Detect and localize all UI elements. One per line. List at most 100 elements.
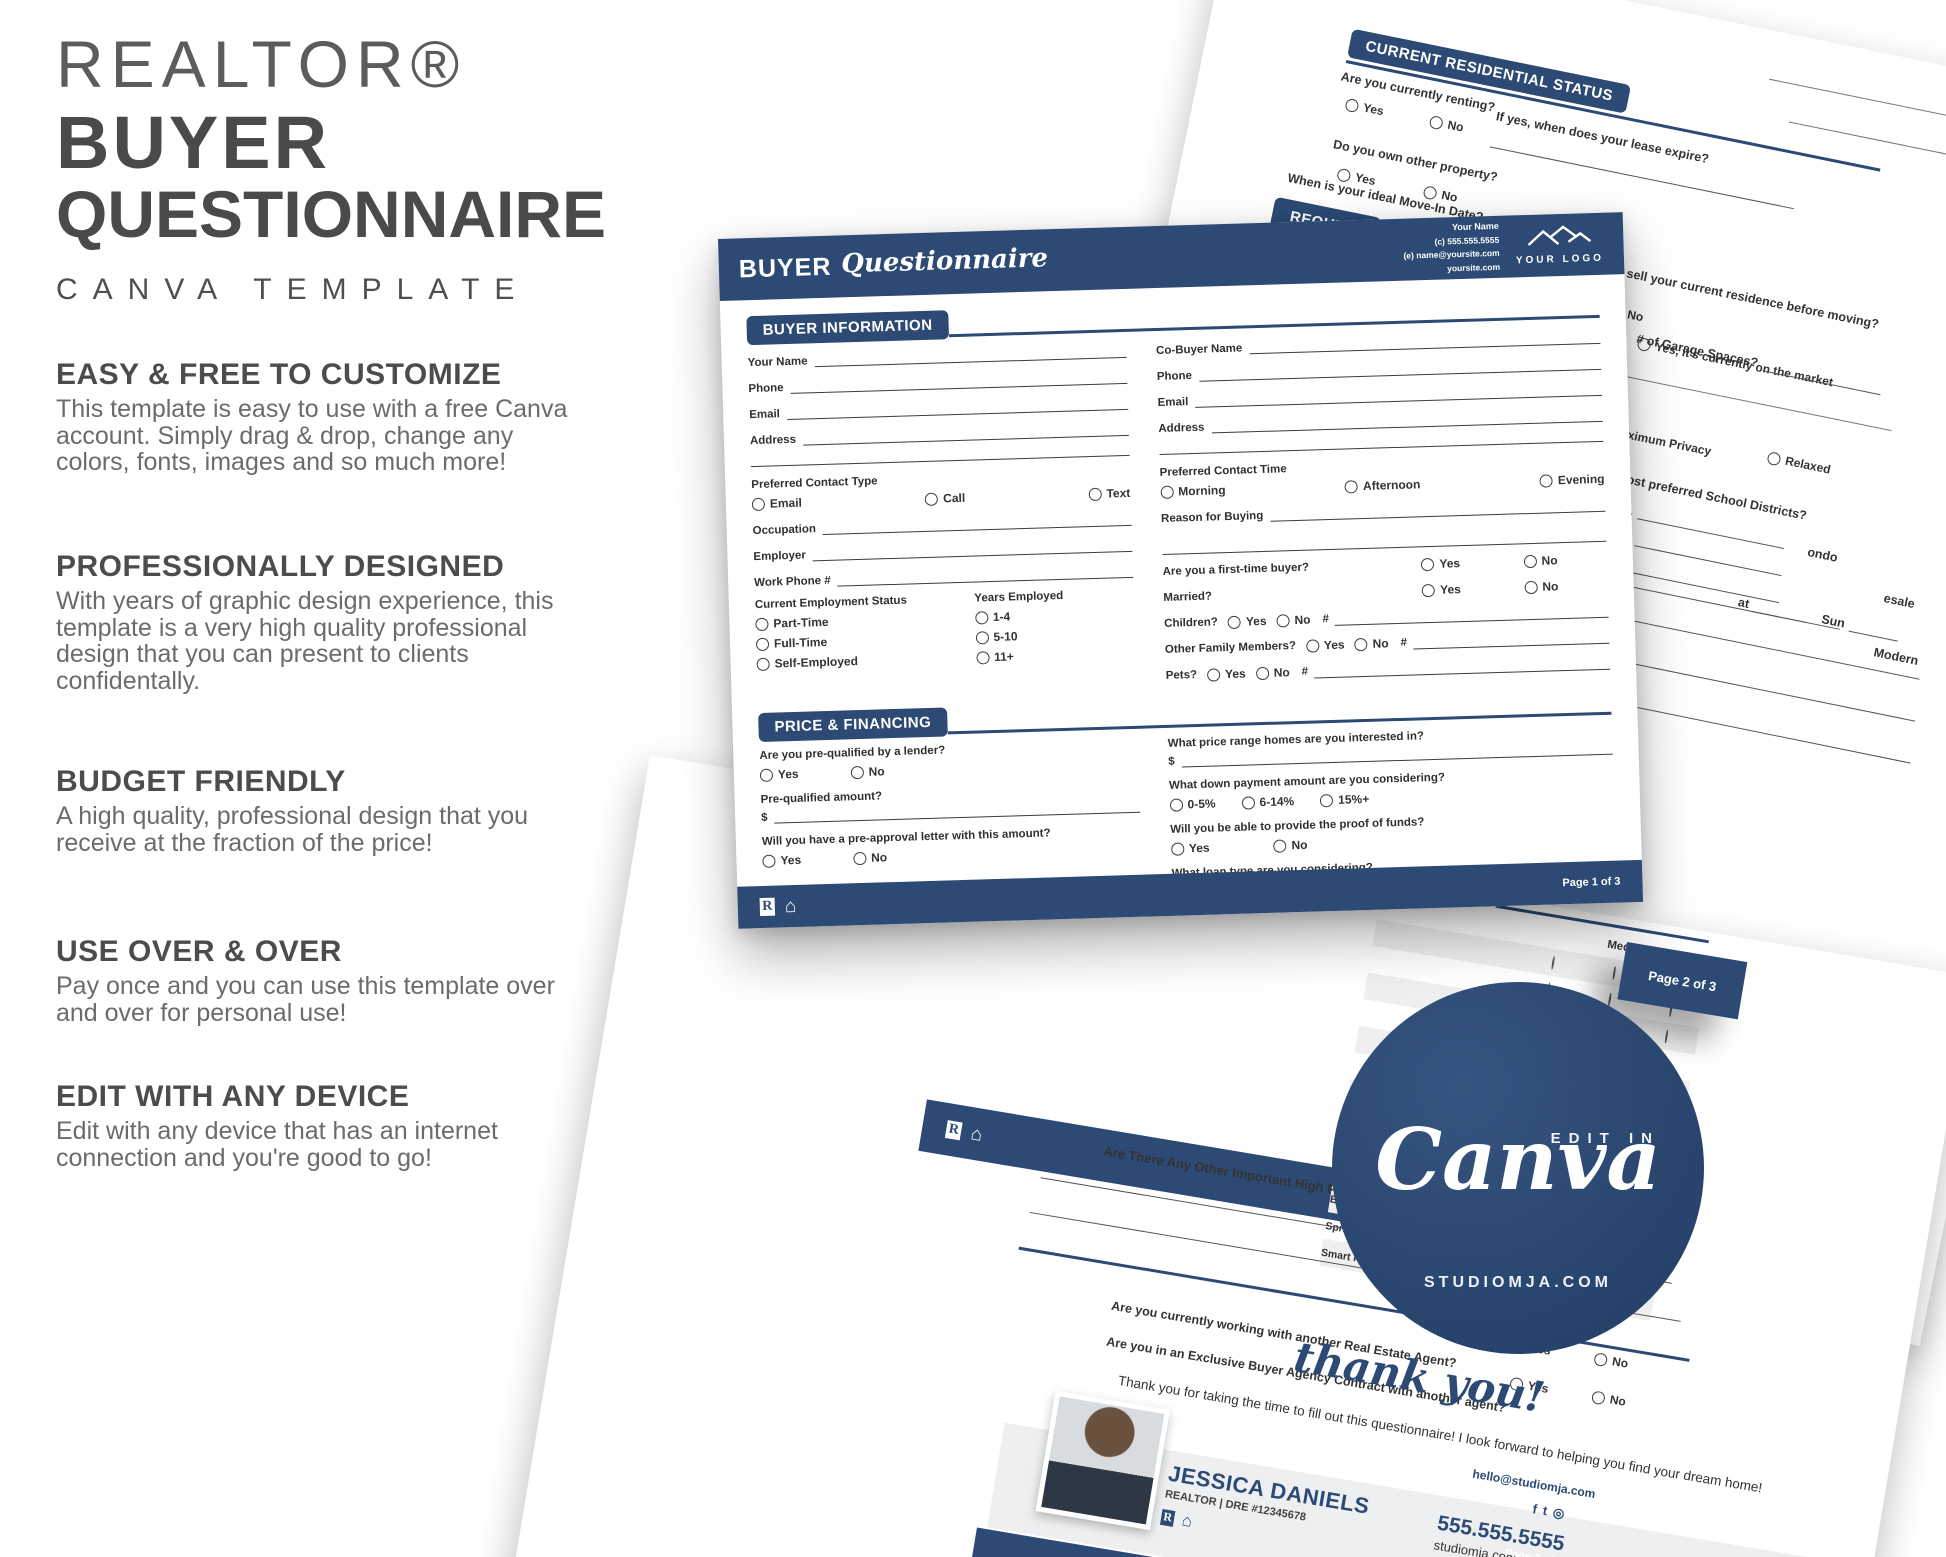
radio-relaxed: Relaxed (1766, 450, 1832, 477)
section-body: With years of graphic design experience,… (56, 587, 554, 695)
employment-label: Current Employment Status (754, 594, 908, 612)
field-row: Reason for Buying (1161, 497, 1606, 525)
years-employed-group: Years Employed 1-4 5-10 11+ (974, 588, 1135, 665)
radio-icon (1607, 992, 1612, 1007)
radio-no: No (1591, 1389, 1627, 1409)
field-label: Address (749, 433, 797, 448)
hash-label: # (1400, 636, 1408, 649)
radio-label: No (1626, 307, 1645, 325)
family-question-row: Are you a first-time buyer? Yes No (1162, 550, 1607, 581)
left-marketing-panel: REALTOR® BUYER QUESTIONNAIRE CANVA TEMPL… (56, 26, 736, 1171)
radio-icon (925, 492, 939, 506)
header-title: BUYER (738, 252, 832, 283)
radio-icon (1428, 114, 1445, 130)
field-line (1313, 656, 1611, 679)
hash-label: # (1322, 613, 1330, 626)
radio-icon (1276, 613, 1290, 628)
section-body: Edit with any device that has an interne… (56, 1117, 498, 1172)
page-body: BUYER INFORMATION Your Name Phone Email Add… (720, 274, 1642, 897)
radio-yes: Yes (1206, 667, 1246, 682)
hash-label: # (1301, 665, 1309, 678)
radio-label: 11+ (993, 649, 1014, 664)
field-line (1412, 630, 1610, 650)
field-line (1198, 355, 1602, 382)
realtor-logo-icon: R (1160, 1508, 1176, 1527)
section-heading: USE OVER & OVER (56, 935, 342, 968)
field-label: Work Phone # (754, 574, 831, 590)
radio-icon (755, 637, 770, 651)
radio-icon (1273, 838, 1287, 853)
radio-no: No (1524, 579, 1559, 594)
title-realtor: REALTOR® (56, 27, 467, 101)
page-number: Page 2 of 3 (1647, 967, 1718, 994)
radio-icon (1612, 965, 1617, 980)
page-number: Page 1 of 3 (1562, 875, 1621, 890)
radio-icon (975, 650, 990, 665)
radio-label: Yes (1245, 613, 1267, 629)
radio-label: Yes (777, 766, 799, 782)
radio-option: Full-Time (755, 631, 976, 652)
radio-label: Yes (1188, 840, 1210, 856)
title-questionnaire: QUESTIONNAIRE (56, 177, 607, 251)
section-heading: EASY & FREE TO CUSTOMIZE (56, 358, 502, 391)
radio-no: No (1523, 553, 1558, 568)
field-line (812, 537, 1133, 562)
radio-label: No (870, 850, 888, 865)
radio-icon (1593, 1351, 1609, 1367)
radio-no: No (1255, 665, 1290, 680)
radio-label: 1-4 (992, 609, 1011, 625)
radio-option: Afternoon (1344, 477, 1421, 494)
section-heading: EDIT WITH ANY DEVICE (56, 1080, 410, 1113)
radio-label: No (1608, 1392, 1627, 1409)
radio-icon (762, 854, 776, 868)
equal-housing-icon: ⌂ (1180, 1510, 1194, 1531)
radio-option: Call (925, 491, 965, 506)
cut-label-sun: Sun (1820, 612, 1847, 631)
cut-label-at: at (1736, 595, 1751, 612)
radio-label: Yes (780, 852, 802, 868)
radio-icon (1551, 955, 1556, 970)
radio-yes: Yes (1421, 556, 1460, 571)
co-buyer-fields: Co-Buyer Name Phone Email Address (1156, 329, 1603, 435)
radio-label: Afternoon (1362, 477, 1421, 493)
employment-status-group: Current Employment Status Part-Time Full-… (755, 593, 977, 671)
radio-icon (1344, 479, 1359, 494)
field-row: Occupation (752, 511, 1132, 537)
radio-option: Self-Employed (756, 651, 976, 672)
radio-no: No (1273, 837, 1308, 853)
section-heading: PROFESSIONALLY DESIGNED (56, 550, 505, 583)
radio-label: Yes (1439, 556, 1461, 571)
family-question-row: Pets? Yes No # (1165, 654, 1611, 685)
radio-icon (1539, 473, 1554, 488)
question-text: Pets? (1165, 668, 1198, 682)
edit-in-canva-badge: EDIT IN Canva STUDIOMJA.COM (1332, 982, 1704, 1354)
radio-no: No (1593, 1351, 1629, 1371)
radio-icon (755, 617, 769, 631)
radio-label: No (1291, 837, 1308, 853)
radio-no: No (850, 764, 885, 779)
buyer-fields: Your Name Phone Email Address (747, 343, 1129, 448)
grid-header-spacer (1527, 931, 1588, 941)
radio-yes: Yes (762, 853, 801, 868)
radio-label: Email (769, 495, 803, 511)
header-logo: YOUR LOGO (1515, 224, 1604, 266)
radio-label: No (1446, 117, 1465, 135)
field-line (1161, 525, 1607, 555)
radio-label: Part-Time (773, 614, 829, 631)
left-section: BUDGET FRIENDLY A high quality, professio… (56, 765, 576, 856)
field-row: Phone (748, 369, 1128, 396)
radio-icon (1766, 450, 1782, 466)
section-heading: BUDGET FRIENDLY (56, 765, 346, 798)
subtitle-canva-template: CANVA TEMPLATE (56, 273, 530, 307)
field-label: Email (749, 408, 781, 422)
field-label: Phone (748, 382, 784, 396)
cut-label-modern: Modern (1872, 645, 1920, 668)
radio-icon (1227, 615, 1242, 629)
preapproval-options: Yes No (762, 843, 1141, 868)
field-line (1334, 604, 1609, 626)
family-question-row: Children? Yes No # (1164, 602, 1609, 633)
agent-identity: JESSICA DANIELS REALTOR | DRE #12345678 … (1155, 1461, 1371, 1557)
field-row: Your Name (747, 343, 1127, 369)
family-question-row: Other Family Members? Yes No # (1165, 628, 1610, 659)
